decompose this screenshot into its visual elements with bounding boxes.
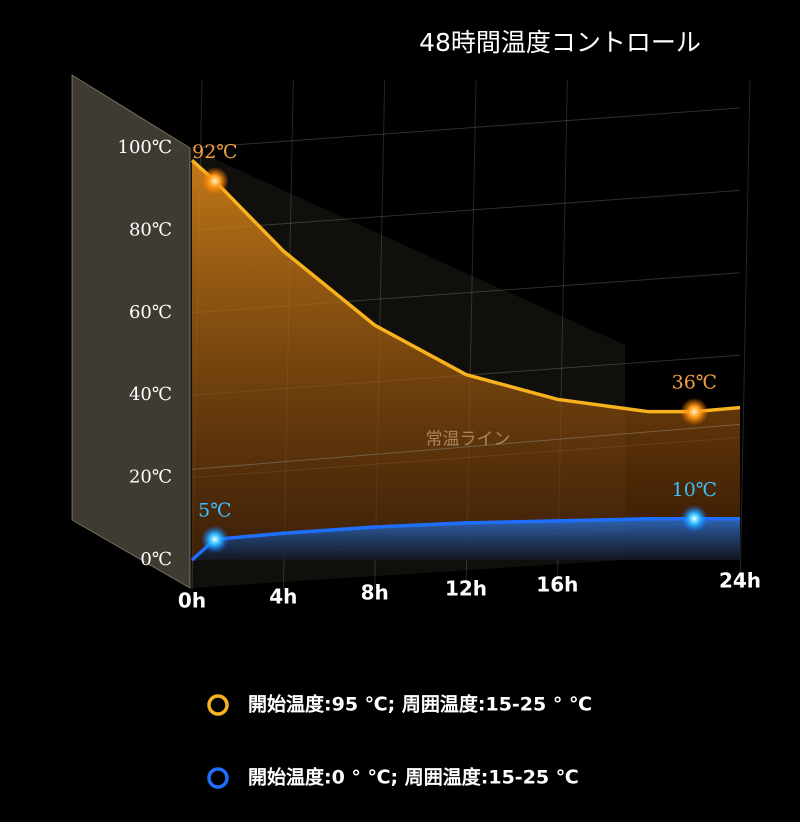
x-tick-label: 12h	[445, 577, 487, 601]
point	[200, 525, 229, 554]
point	[200, 166, 229, 195]
y-tick-label: 100℃	[118, 137, 173, 158]
legend-marker	[207, 694, 229, 716]
legend: 開始温度:95 ℃; 周囲温度:15-25 ° ℃ 開始温度:0 ° ℃; 周囲温…	[207, 693, 592, 789]
x-tick-label: 0h	[178, 589, 206, 613]
area	[192, 518, 740, 560]
value-label: 92℃	[192, 141, 237, 163]
y-tick-label: 80℃	[129, 219, 172, 240]
point	[680, 504, 709, 533]
value-label: 36℃	[672, 372, 717, 394]
side-panel	[71, 74, 191, 589]
y-tick-label: 40℃	[129, 384, 172, 405]
point	[680, 397, 709, 426]
value-label: 5℃	[198, 499, 231, 521]
legend-label: 開始温度:95 ℃; 周囲温度:15-25 ° ℃	[248, 693, 592, 716]
value-label: 10℃	[672, 479, 717, 501]
y-tick-label: 20℃	[129, 467, 172, 488]
y-tick-label: 0℃	[140, 549, 172, 570]
grid-line	[191, 189, 741, 231]
line	[190, 159, 741, 414]
legend-marker	[207, 767, 229, 789]
x-tick-label: 8h	[361, 581, 389, 605]
grid-line	[191, 107, 741, 149]
grid-line	[739, 79, 751, 591]
chart-title: 48時間温度コントロール	[419, 28, 701, 57]
area	[192, 160, 740, 561]
legend-label: 開始温度:0 ° ℃; 周囲温度:15-25 ℃	[248, 766, 579, 789]
x-tick-label: 24h	[719, 569, 761, 593]
line	[190, 517, 740, 562]
y-tick-label: 60℃	[129, 302, 172, 323]
x-tick-label: 4h	[269, 585, 297, 609]
plot: 0℃20℃40℃60℃80℃100℃0h4h8h12h16h24h常温ライン92…	[118, 79, 761, 613]
x-tick-label: 16h	[536, 573, 578, 597]
